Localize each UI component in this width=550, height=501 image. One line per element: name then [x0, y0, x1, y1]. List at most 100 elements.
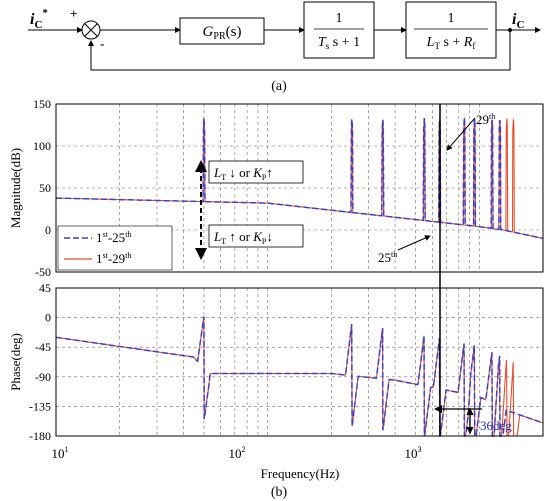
delay-block: [303, 1, 375, 59]
delay-num: 1: [336, 11, 343, 26]
down-arrow: ↑ or: [226, 229, 253, 244]
svg-text:LT ↑ or KP↓: LT ↑ or KP↓: [213, 229, 273, 246]
xtick-10-2: 102: [229, 445, 246, 461]
legend-25-mid: -25: [108, 230, 125, 245]
xtick-10-2-base: 10: [229, 446, 242, 461]
mag-series-1-25: [56, 117, 544, 240]
plant-den-r: R: [463, 35, 473, 50]
xtick-10-1-base: 10: [52, 446, 65, 461]
magnitude-y-ticks: -50 0 50 100 150: [33, 97, 51, 279]
down-karrow: ↓: [266, 229, 273, 244]
delay-den-tail: s + 1: [329, 35, 360, 50]
phase-ylabel: Phase(deg): [8, 333, 23, 391]
adjust-arrow-up-head: [195, 160, 207, 172]
down-l: L: [213, 229, 221, 244]
delay-den-sub: s: [326, 41, 330, 51]
phase-ytick: -135: [29, 399, 51, 413]
legend-25-main: 1: [96, 230, 103, 245]
plant-num: 1: [448, 11, 455, 26]
up-k: K: [252, 165, 263, 180]
label-25-sup: th: [391, 250, 397, 259]
input-label: iC*: [30, 7, 48, 31]
xtick-10-3-exp: 3: [418, 445, 422, 454]
down-k: K: [252, 229, 263, 244]
input-label-main: i: [30, 11, 35, 28]
up-arrow: ↓ or: [226, 165, 253, 180]
x-tick-labels: 101 102 103: [52, 445, 422, 461]
magnitude-ylabel: Magnitude(dB): [8, 148, 23, 228]
mag-ytick: 150: [33, 97, 51, 111]
plant-block: [405, 1, 497, 59]
down-ksub: P: [262, 237, 267, 246]
phase-ytick: -90: [35, 370, 51, 384]
gpr-main: G: [203, 24, 214, 40]
plus-sign: +: [70, 6, 77, 21]
output-label: iC: [512, 11, 524, 31]
legend-entry-25: 1st-25th: [96, 230, 131, 245]
phase-y-ticks: 45 0 -45 -90 -135 -180: [29, 281, 51, 443]
magnitude-frame: [55, 103, 544, 273]
svg-text:LT ↓ or KP↑: LT ↓ or KP↑: [213, 165, 273, 182]
legend-29-mid: -29: [108, 251, 125, 266]
block-diagram: iC* + - GPR(s) 1 Ts s + 1 1 LT s +: [28, 1, 541, 94]
annotation-down: LT ↑ or KP↓: [208, 224, 304, 248]
legend: 1st-25th 1st-29th: [57, 225, 173, 271]
mag-ytick: -50: [35, 265, 51, 279]
phase-ytick: -45: [35, 340, 51, 354]
down-lsub: T: [221, 237, 226, 246]
gpr-tail: (s): [226, 24, 242, 40]
up-karrow: ↑: [266, 165, 273, 180]
legend-29-main: 1: [96, 251, 103, 266]
caption-a: (a): [271, 79, 287, 94]
plant-den-rsub: f: [472, 41, 475, 51]
phase-plot: 45 0 -45 -90 -135 -180 Phase(deg) 36deg: [8, 281, 544, 443]
legend-29-sup: st: [103, 251, 109, 260]
xtick-10-2-exp: 2: [242, 445, 246, 454]
phase-ytick: 45: [39, 281, 51, 295]
plant-den-mid: s +: [440, 35, 464, 50]
mag-ytick: 0: [45, 223, 51, 237]
up-ksub: P: [262, 173, 267, 182]
label-29th: 29th: [476, 112, 495, 127]
phase-frame: [55, 287, 544, 437]
output-label-sub: C: [516, 19, 524, 31]
gpr-sub: PR: [213, 31, 226, 42]
label-29-sup: th: [489, 112, 495, 121]
input-label-sup: *: [42, 7, 48, 19]
annotation-up: LT ↓ or KP↑: [208, 160, 304, 184]
adjust-arrow-down-head: [195, 248, 207, 260]
legend-29-sup2: th: [125, 251, 131, 260]
xtick-10-3-base: 10: [405, 446, 418, 461]
phase-series-1-25: [55, 316, 543, 437]
plant-den-l: L: [426, 35, 435, 50]
xtick-10-1: 101: [52, 445, 69, 461]
label-25th: 25th: [378, 250, 397, 265]
phase-lines: [55, 316, 543, 437]
caption-b: (b): [271, 485, 288, 500]
plant-den: LT s + Rf: [426, 35, 476, 51]
xtick-10-1-exp: 1: [65, 445, 69, 454]
mag-ytick: 50: [39, 181, 51, 195]
label-25-main: 25: [378, 250, 391, 265]
margin-label: 36deg: [480, 418, 512, 433]
legend-entry-29: 1st-29th: [96, 251, 131, 266]
phase-ytick: 0: [45, 311, 51, 325]
label-29-main: 29: [476, 112, 489, 127]
phase-ytick: -180: [29, 429, 51, 443]
delay-den: Ts s + 1: [318, 35, 360, 51]
up-lsub: T: [221, 173, 226, 182]
up-l: L: [213, 165, 221, 180]
output-label-main: i: [512, 11, 517, 28]
x-axis-label: Frequency(Hz): [261, 466, 340, 481]
input-label-sub: C: [34, 19, 42, 31]
gpr-block: [179, 17, 265, 45]
gpr-label: GPR(s): [203, 24, 242, 42]
plant-den-lsub: T: [434, 41, 440, 51]
delay-den-main: T: [318, 35, 327, 50]
mag-ytick: 100: [33, 139, 51, 153]
minus-sign: -: [100, 36, 104, 51]
legend-25-sup: st: [103, 230, 109, 239]
xtick-10-3: 103: [405, 445, 422, 461]
